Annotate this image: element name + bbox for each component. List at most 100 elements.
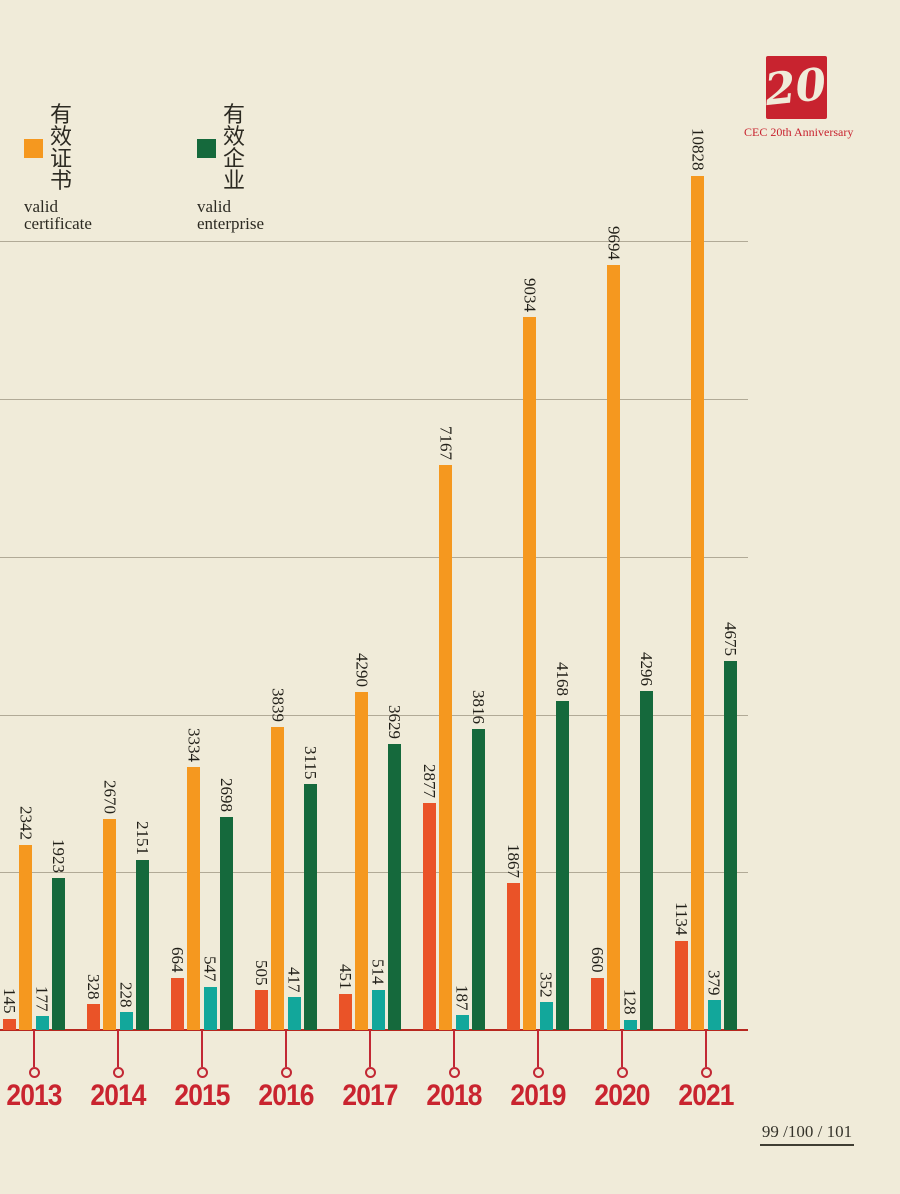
bar-有效企业 valid enterprise-2019 [555,701,569,1030]
year-tick-circle-icon [700,1067,712,1078]
bar-value-label: 7167 [436,425,456,460]
bar-group-2017: 451 4290 514 3629 [336,0,404,1030]
bar-value-label: 2877 [420,764,439,799]
bar-column: 664 [168,0,187,1030]
year-label-2021: 2021 [678,1079,734,1112]
bar-column: 228 [116,0,136,1030]
legend-label-certificate-en: valid certificate [24,197,92,233]
bar-column: 9694 [604,0,624,1030]
bar-column: 10828 [688,0,708,1030]
bar-group-2018: 2877 7167 187 3816 [420,0,488,1030]
bar-value-label: 9694 [604,226,624,261]
bar-unlabeled-teal-2015 [203,986,217,1030]
year-tick-line [201,1030,203,1067]
bar-column: 2151 [132,0,152,1030]
bar-unlabeled-red-2020 [591,977,604,1030]
bar-column: 177 [32,0,52,1030]
year-tick-line [117,1030,119,1067]
bar-column: 514 [369,0,388,1030]
bar-有效证书 valid certificate-2018 [439,464,453,1030]
bar-有效企业 valid enterprise-2018 [471,729,485,1030]
bar-column: 4675 [721,0,740,1030]
bar-column: 2670 [100,0,119,1030]
gridline-10000 [0,241,748,243]
legend-swatch-enterprise-icon [197,138,216,158]
bar-有效企业 valid enterprise-2016 [303,784,317,1030]
bar-column: 547 [201,0,220,1030]
year-label-2014: 2014 [90,1079,146,1112]
year-label-2016: 2016 [258,1079,314,1112]
legend-label-enterprise-en: valid enterprise [197,197,265,233]
bar-unlabeled-red-2018 [423,803,436,1030]
bar-value-label: 228 [116,981,136,1008]
bar-column: 4290 [352,0,371,1030]
bar-column: 2877 [420,0,439,1030]
bar-value-label: 417 [284,966,304,993]
bar-有效证书 valid certificate-2019 [523,317,537,1030]
year-label-2018: 2018 [426,1079,482,1112]
gridline-4000 [0,714,748,716]
year-tick-circle-icon [196,1067,208,1078]
bar-value-label: 187 [452,984,472,1011]
bar-value-label: 664 [168,947,187,973]
bar-unlabeled-red-2016 [255,990,268,1030]
bar-column: 3334 [184,0,203,1030]
bar-value-label: 177 [32,985,52,1012]
bar-有效证书 valid certificate-2017 [355,691,369,1030]
anniversary-logo: 20 CEC 20th Anniversary [744,56,853,138]
year-label-2013: 2013 [6,1079,62,1112]
bar-column: 4168 [552,0,572,1030]
bar-column: 328 [84,0,103,1030]
bar-value-label: 128 [620,989,640,1015]
bar-unlabeled-teal-2018 [455,1015,469,1030]
bar-column: 145 [0,0,19,1030]
year-tick-line [369,1030,371,1067]
bar-unlabeled-teal-2014 [119,1012,133,1030]
legend-label-certificate-cn: 有效证书 [50,102,74,193]
bar-column: 9034 [520,0,539,1030]
bar-unlabeled-red-2014 [87,1004,100,1030]
year-tick-circle-icon [448,1067,460,1078]
bar-group-2020: 660 9694 128 4296 [588,0,656,1030]
year-tick-circle-icon [616,1067,628,1078]
bar-value-label: 2698 [216,778,236,813]
bar-有效证书 valid certificate-2015 [187,767,201,1030]
bar-有效企业 valid enterprise-2020 [639,691,653,1030]
bar-value-label: 2151 [132,821,152,856]
bar-column: 417 [284,0,304,1030]
legend-label-enterprise-cn: 有效企业 [223,102,247,193]
year-tick-circle-icon [280,1067,292,1078]
bar-column: 660 [588,0,607,1030]
bar-有效证书 valid certificate-2013 [19,845,33,1030]
bar-有效企业 valid enterprise-2021 [723,661,737,1030]
bar-value-label: 352 [536,971,556,998]
bar-column: 352 [536,0,556,1030]
bar-column: 451 [336,0,355,1030]
year-tick-circle-icon [364,1067,376,1078]
gridline-6000 [0,556,748,558]
year-tick-line [33,1030,35,1067]
bar-column: 505 [252,0,271,1030]
bar-unlabeled-red-2015 [171,977,184,1030]
bar-column: 3816 [469,0,488,1030]
bar-value-label: 10828 [688,128,708,171]
bar-有效证书 valid certificate-2016 [271,727,285,1030]
bar-有效企业 valid enterprise-2014 [135,860,149,1030]
bar-value-label: 4168 [552,662,572,697]
legend-item-valid-certificate: 有效证书 valid certificate [24,104,92,232]
year-tick-line [705,1030,707,1067]
bar-column: 7167 [436,0,456,1030]
year-label-2019: 2019 [510,1079,566,1112]
legend-swatch-certificate-icon [24,138,43,158]
bar-value-label: 328 [84,973,103,1000]
bar-column: 3839 [268,0,287,1030]
year-tick-circle-icon [28,1067,40,1078]
bar-unlabeled-teal-2020 [623,1019,637,1030]
bar-value-label: 4296 [636,652,656,687]
year-tick-line [621,1030,623,1067]
bar-有效证书 valid certificate-2021 [691,175,705,1030]
bar-column: 1867 [504,0,523,1030]
bar-value-label: 2342 [16,806,36,841]
bar-unlabeled-red-2013 [3,1018,16,1030]
bar-value-label: 3115 [300,745,320,780]
